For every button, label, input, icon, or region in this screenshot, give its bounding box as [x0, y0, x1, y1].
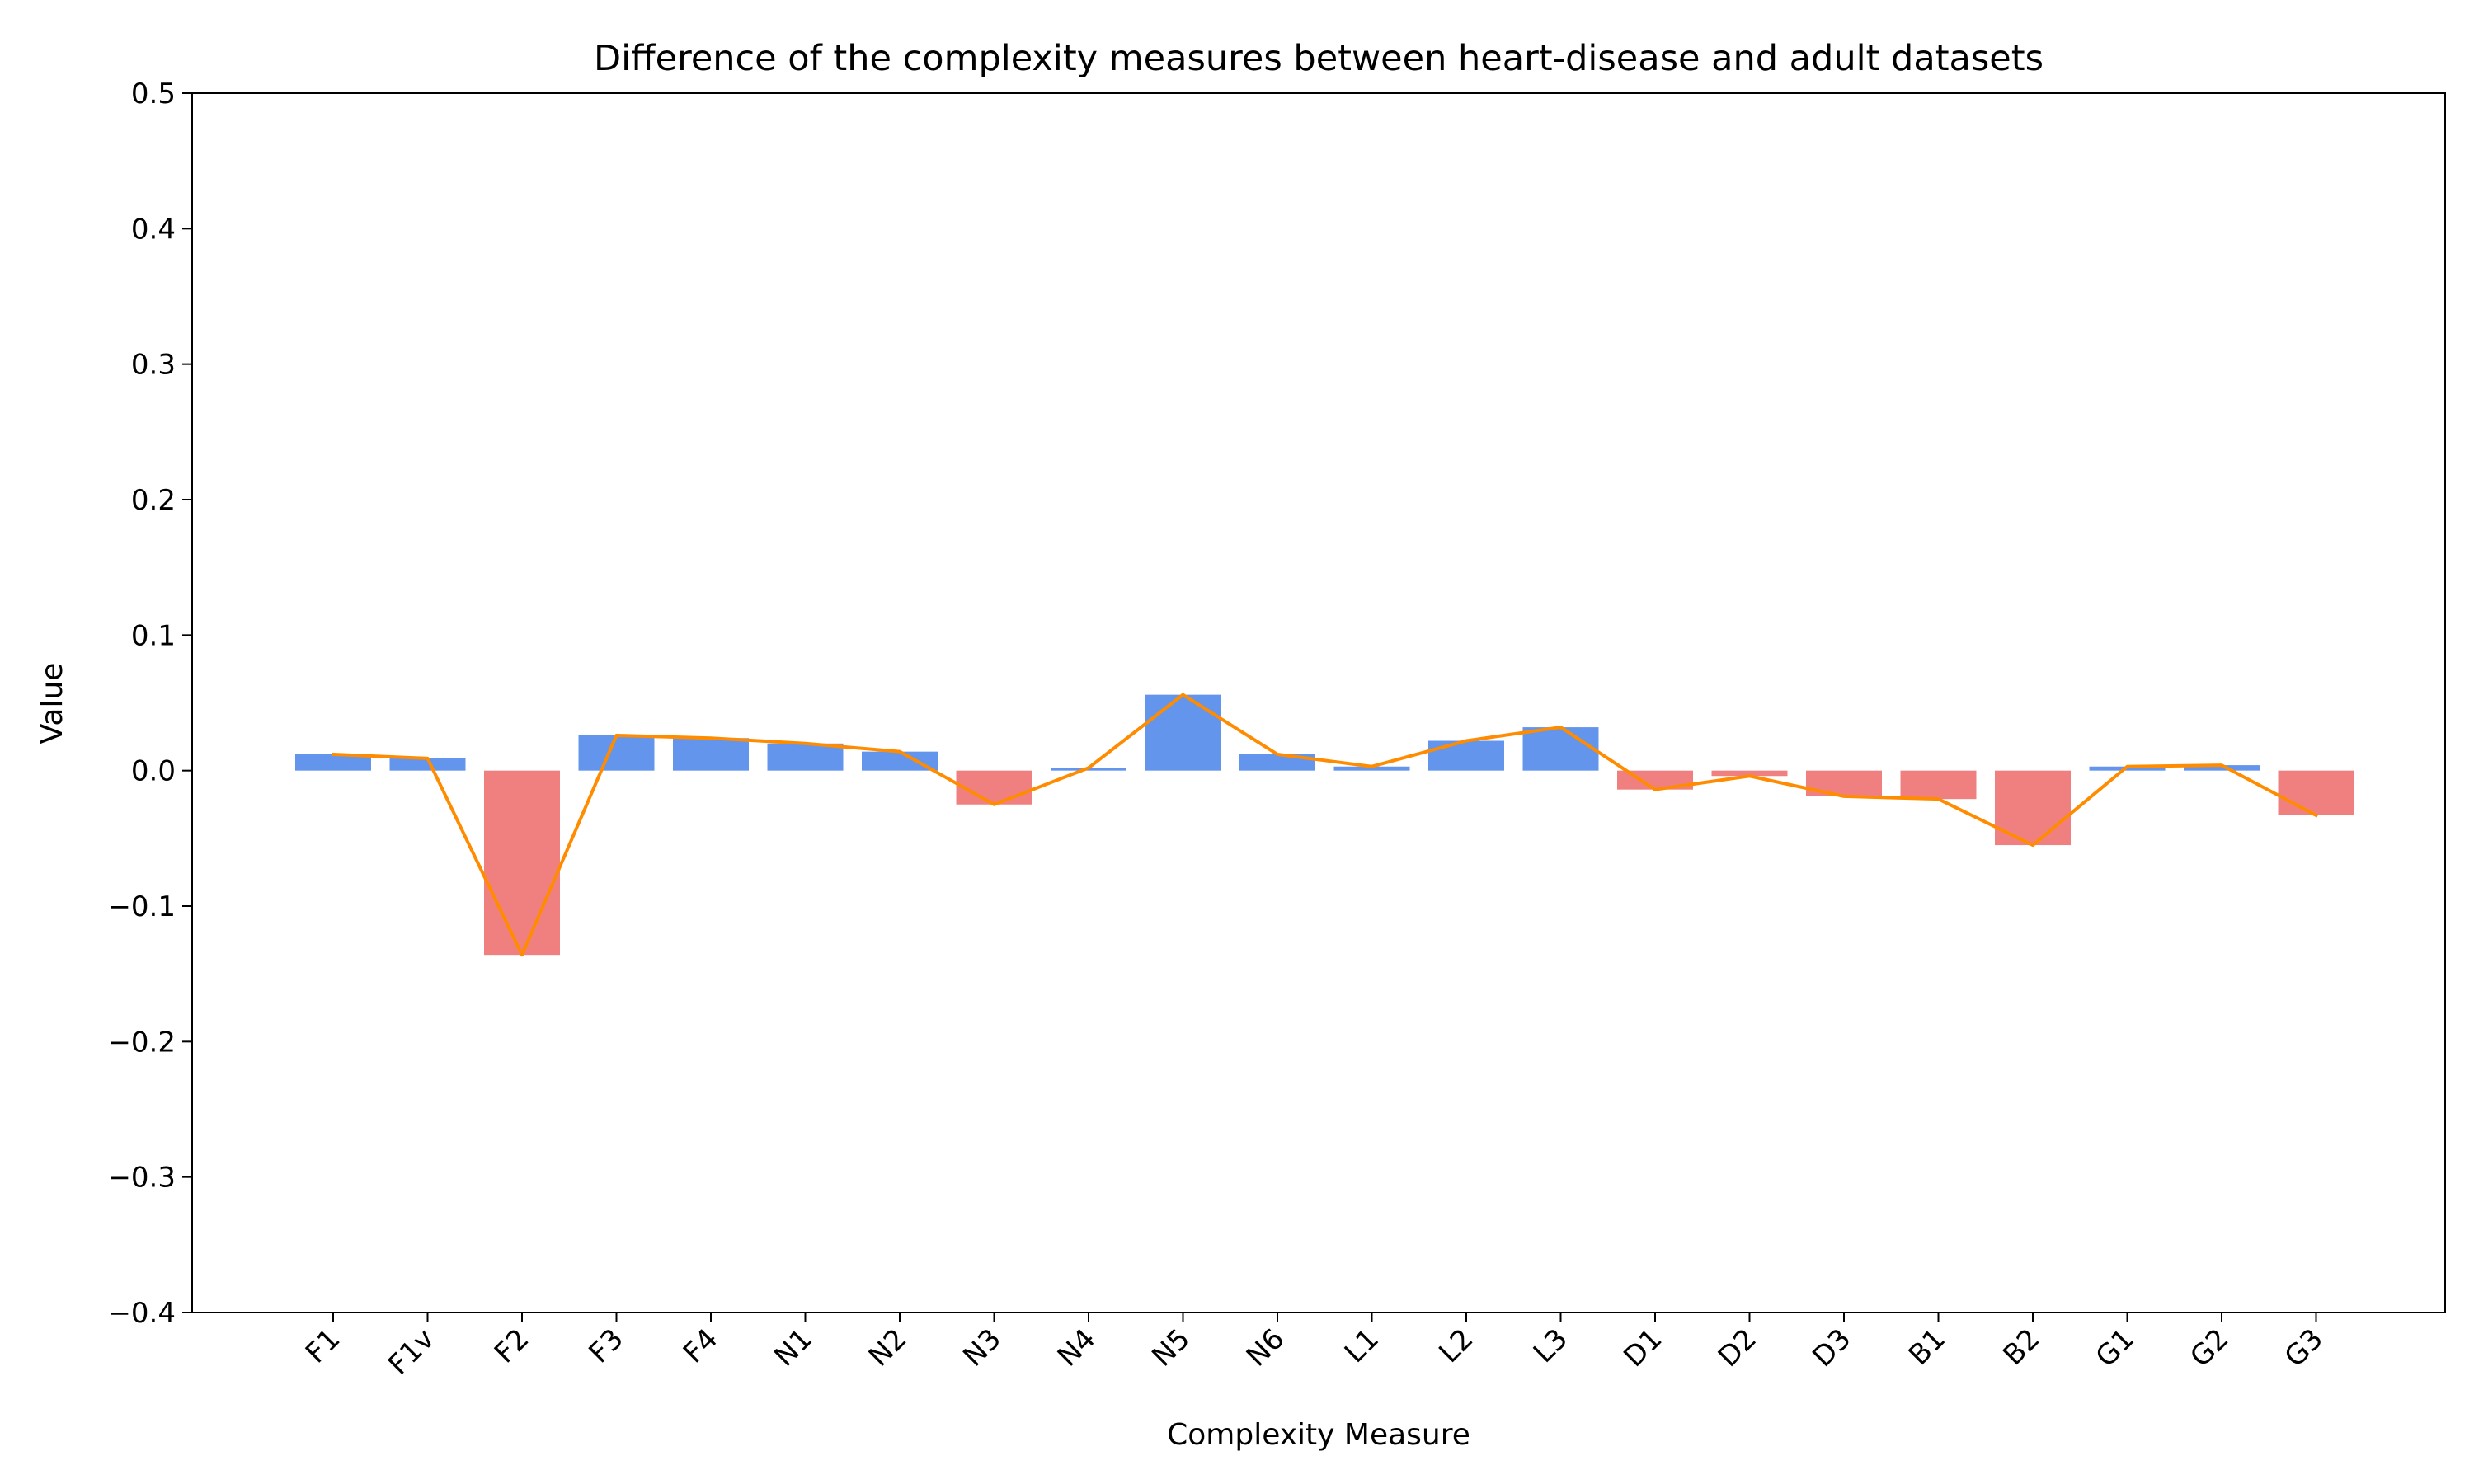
x-tick-label-d1: D1 — [1617, 1322, 1668, 1374]
x-tick-label-l1: L1 — [1338, 1322, 1385, 1369]
bar-n3 — [956, 770, 1032, 805]
x-tick-label-b2: B2 — [1997, 1322, 2046, 1372]
bar-n5 — [1145, 694, 1221, 771]
x-tick-label-n5: N5 — [1145, 1322, 1197, 1374]
x-tick-label-l3: L3 — [1527, 1322, 1574, 1369]
y-tick-label: 0.0 — [131, 755, 176, 788]
bar-f2 — [484, 770, 560, 956]
x-tick-label-d2: D2 — [1712, 1322, 1763, 1374]
x-tick-label-g3: G3 — [2279, 1322, 2330, 1374]
x-tick-label-n6: N6 — [1240, 1322, 1291, 1374]
bar-n2 — [862, 751, 938, 771]
x-tick-label-l2: L2 — [1432, 1322, 1479, 1369]
chart-title: Difference of the complexity measures be… — [594, 38, 2044, 79]
bar-f1 — [295, 754, 371, 771]
bar-f3 — [578, 735, 655, 771]
x-tick-label-f1v: F1v — [382, 1322, 441, 1382]
x-tick-label-f4: F4 — [677, 1322, 724, 1369]
bar-l1 — [1333, 766, 1410, 771]
y-axis-title: Value — [35, 663, 69, 744]
y-tick-label: −0.4 — [107, 1297, 176, 1330]
x-tick-label-b1: B1 — [1903, 1322, 1952, 1372]
bar-l3 — [1522, 727, 1599, 771]
bar-g2 — [2184, 765, 2260, 771]
x-tick-label-g1: G1 — [2090, 1322, 2141, 1374]
x-tick-label-f1: F1 — [299, 1322, 346, 1369]
y-tick-label: 0.2 — [131, 484, 176, 517]
y-tick-label: −0.2 — [107, 1026, 176, 1059]
x-tick-label-n1: N1 — [768, 1322, 819, 1374]
y-tick-label: 0.4 — [131, 213, 176, 246]
y-tick-label: −0.1 — [107, 890, 176, 923]
y-tick-label: 0.3 — [131, 349, 176, 382]
bar-l2 — [1428, 740, 1504, 771]
y-tick-label: −0.3 — [107, 1162, 176, 1195]
x-tick-label-f3: F3 — [582, 1322, 629, 1369]
x-tick-label-n4: N4 — [1051, 1322, 1103, 1374]
bar-d2 — [1711, 770, 1788, 777]
x-tick-label-d3: D3 — [1806, 1322, 1857, 1374]
x-tick-label-n2: N2 — [863, 1322, 914, 1374]
x-tick-label-n3: N3 — [957, 1322, 1008, 1374]
bar-n1 — [767, 743, 844, 771]
y-tick-label: 0.1 — [131, 619, 176, 652]
bar-f1v — [389, 758, 466, 771]
series-line — [331, 693, 2319, 957]
plot-area: −0.4 −0.3 −0.2 −0.1 0.0 0.1 0.2 0.3 0.4 0.5 F1 F1v F… — [107, 77, 2446, 1382]
bar-b1 — [1900, 770, 1977, 800]
x-tick-label-g2: G2 — [2184, 1322, 2235, 1374]
x-tick-label-f2: F2 — [488, 1322, 535, 1369]
bar-d3 — [1806, 770, 1882, 796]
plot-frame — [191, 92, 2446, 1313]
bar-g3 — [2278, 770, 2354, 815]
bar-f4 — [673, 738, 749, 771]
y-tick-label: 0.5 — [131, 77, 176, 110]
x-axis-title: Complexity Measure — [1167, 1418, 1470, 1452]
